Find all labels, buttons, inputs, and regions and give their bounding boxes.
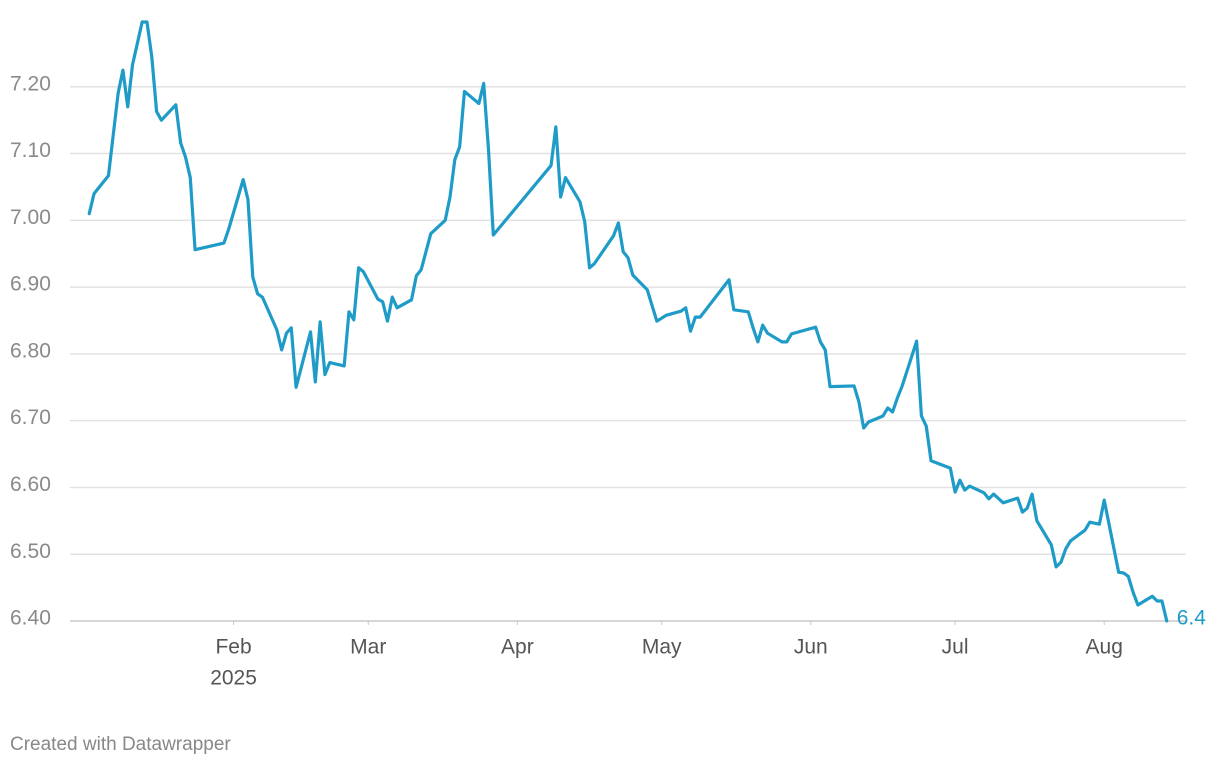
grid — [70, 86, 1186, 622]
x-tick-label: Jun — [794, 636, 828, 659]
end-label: 6.4 — [1177, 607, 1207, 630]
x-tick-label: Apr — [501, 636, 534, 659]
y-tick-label: 7.20 — [10, 72, 51, 95]
x-tick-label: May — [642, 636, 682, 659]
credit: Created with Datawrapper — [10, 734, 231, 755]
line — [87, 20, 1169, 623]
x-tick-label: Feb — [215, 636, 251, 659]
y-tick-label: 6.60 — [10, 473, 51, 496]
y-tick-label: 6.70 — [10, 406, 51, 429]
x-tick-label: Jul — [942, 636, 969, 659]
y-tick-label: 6.50 — [10, 540, 51, 563]
x-tick-sublabel: 2025 — [210, 667, 257, 690]
y-tick-label: 7.00 — [10, 206, 51, 229]
y-tick-label: 7.10 — [10, 139, 51, 162]
x-tick-label: Aug — [1086, 636, 1123, 659]
plot-area — [87, 20, 1169, 623]
y-tick-label: 6.40 — [10, 607, 51, 630]
x-tick-label: Mar — [350, 636, 386, 659]
y-tick-label: 6.80 — [10, 339, 51, 362]
y-tick-label: 6.90 — [10, 273, 51, 296]
